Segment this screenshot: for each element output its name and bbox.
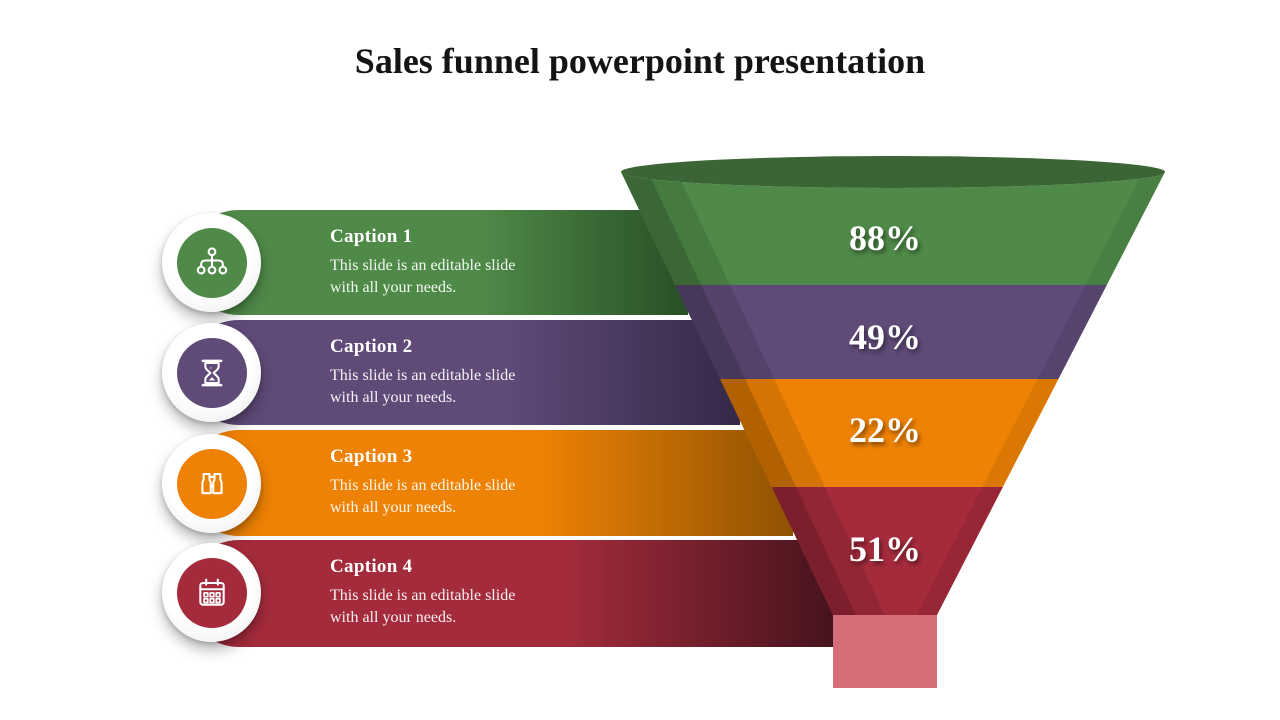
badge-circle bbox=[176, 557, 247, 628]
caption-title: Caption 3 bbox=[330, 446, 413, 467]
caption-row-4[interactable]: Caption 4 This slide is an editable slid… bbox=[186, 540, 833, 647]
hourglass-icon bbox=[201, 359, 222, 386]
caption-badge-2[interactable] bbox=[162, 323, 261, 422]
badge-circle bbox=[176, 448, 247, 519]
funnel-left-shade-inner bbox=[621, 172, 856, 615]
caption-description: This slide is an editable slide with all… bbox=[330, 587, 516, 626]
funnel-left-shade bbox=[621, 172, 885, 615]
percent-label-4: 51% bbox=[849, 529, 921, 569]
badge-circle bbox=[176, 227, 247, 298]
funnel-segment-1[interactable] bbox=[600, 150, 1200, 285]
funnel-right-shade bbox=[917, 172, 1165, 615]
calendar-icon bbox=[198, 578, 225, 606]
caption-description: This slide is an editable slide with all… bbox=[330, 257, 516, 296]
caption-badge-1[interactable] bbox=[162, 213, 261, 312]
caption-title: Caption 1 bbox=[330, 226, 413, 247]
caption-row-1[interactable]: Caption 1 This slide is an editable slid… bbox=[186, 210, 688, 315]
org-chart-icon bbox=[196, 246, 227, 274]
slide-title: Sales funnel powerpoint presentation bbox=[354, 41, 926, 81]
percent-label-2: 49% bbox=[849, 317, 921, 357]
caption-description: This slide is an editable slide with all… bbox=[330, 367, 516, 406]
badge-circle bbox=[176, 337, 247, 408]
caption-title: Caption 4 bbox=[330, 556, 413, 577]
percent-label-1: 88% bbox=[849, 218, 921, 258]
caption-row-3[interactable]: Caption 3 This slide is an editable slid… bbox=[186, 430, 793, 536]
funnel-spout[interactable] bbox=[833, 615, 937, 688]
caption-row-2[interactable]: Caption 2 This slide is an editable slid… bbox=[186, 320, 740, 425]
percent-label-3: 22% bbox=[849, 410, 921, 450]
caption-description: This slide is an editable slide with all… bbox=[330, 477, 516, 516]
caption-badge-3[interactable] bbox=[162, 434, 261, 533]
caption-title: Caption 2 bbox=[330, 336, 413, 357]
binoculars-icon bbox=[200, 472, 223, 494]
caption-badge-4[interactable] bbox=[162, 543, 261, 642]
funnel-top-ellipse[interactable] bbox=[621, 156, 1165, 188]
